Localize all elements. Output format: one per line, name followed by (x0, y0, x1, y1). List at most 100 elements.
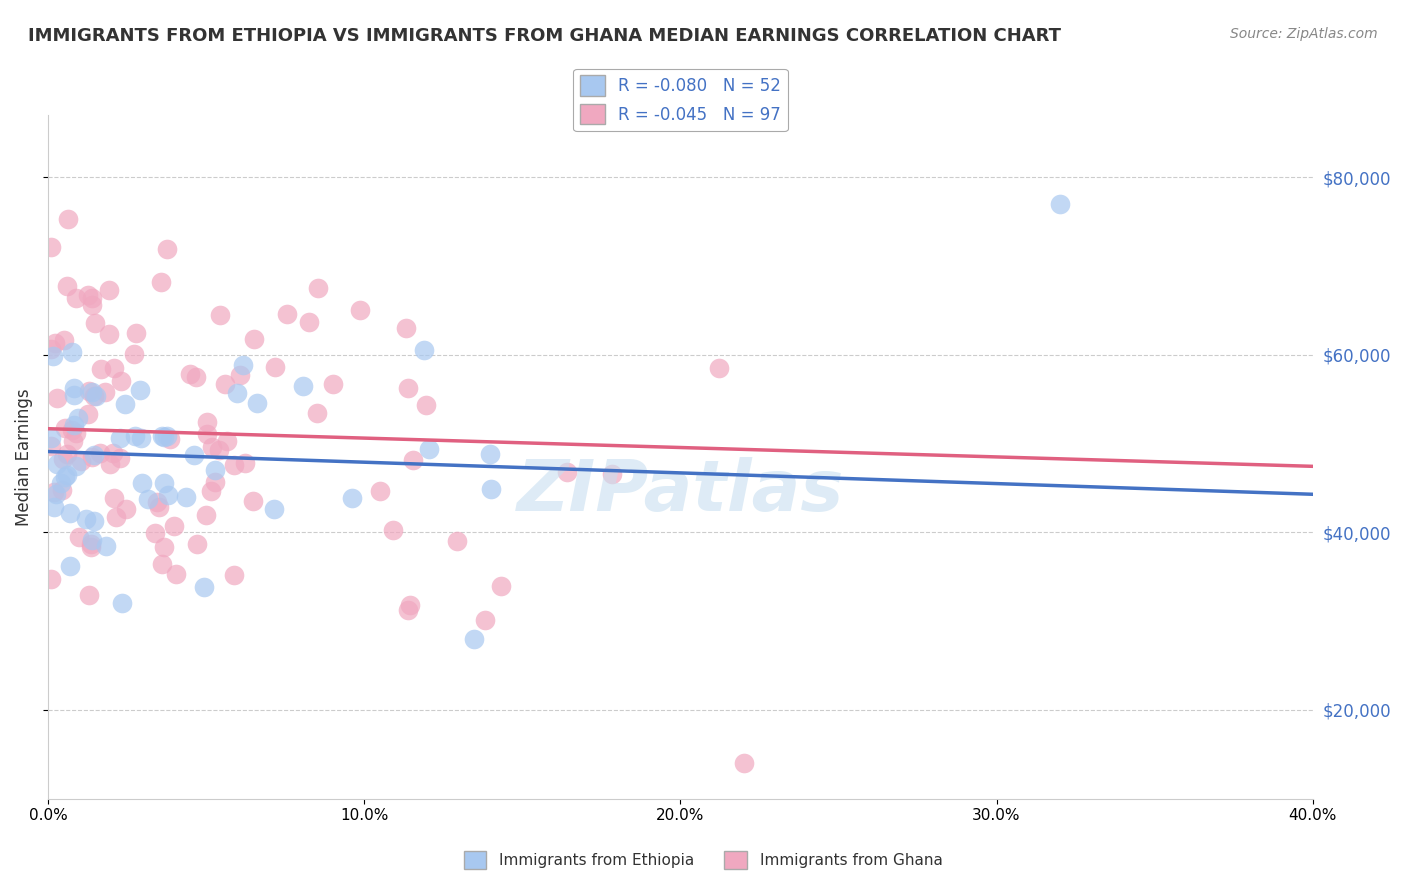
Immigrants from Ethiopia (63, 417, 86, 432)
Immigrants from Ethiopia (41, 431, 63, 445)
Immigrants from Ghana (209, 308, 232, 322)
Legend: Immigrants from Ethiopia, Immigrants from Ghana: Immigrants from Ethiopia, Immigrants fro… (457, 845, 949, 875)
Immigrants from Ethiopia (155, 428, 177, 442)
Immigrants from Ghana (67, 530, 90, 544)
Immigrants from Ethiopia (174, 490, 197, 504)
Immigrants from Ghana (125, 326, 148, 340)
Immigrants from Ethiopia (479, 482, 502, 496)
Immigrants from Ethiopia (80, 533, 103, 547)
Immigrants from Ghana (77, 384, 100, 399)
Immigrants from Ethiopia (232, 358, 254, 372)
Immigrants from Ethiopia (183, 448, 205, 462)
Immigrants from Ghana (242, 493, 264, 508)
Immigrants from Ghana (276, 307, 298, 321)
Immigrants from Ghana (80, 540, 103, 554)
Immigrants from Ghana (41, 342, 63, 356)
Immigrants from Ghana (103, 361, 125, 376)
Immigrants from Ghana (80, 291, 103, 305)
Immigrants from Ghana (399, 598, 422, 612)
Immigrants from Ghana (195, 415, 218, 429)
Immigrants from Ghana (114, 501, 136, 516)
Immigrants from Ghana (600, 467, 623, 481)
Immigrants from Ethiopia (56, 467, 79, 482)
Immigrants from Ghana (186, 536, 208, 550)
Immigrants from Ghana (156, 242, 179, 256)
Immigrants from Ethiopia (83, 448, 105, 462)
Immigrants from Ghana (382, 523, 405, 537)
Immigrants from Ghana (70, 454, 93, 468)
Immigrants from Ghana (98, 458, 121, 472)
Immigrants from Ghana (395, 321, 418, 335)
Immigrants from Ghana (195, 427, 218, 442)
Immigrants from Ghana (51, 483, 73, 497)
Immigrants from Ethiopia (413, 343, 436, 358)
Immigrants from Ghana (62, 434, 84, 448)
Immigrants from Ethiopia (418, 442, 440, 457)
Immigrants from Ghana (44, 336, 66, 351)
Immigrants from Ghana (41, 439, 63, 453)
Immigrants from Ghana (122, 347, 145, 361)
Legend: R = -0.080   N = 52, R = -0.045   N = 97: R = -0.080 N = 52, R = -0.045 N = 97 (574, 69, 787, 131)
Immigrants from Ghana (707, 360, 730, 375)
Immigrants from Ghana (222, 458, 245, 472)
Immigrants from Ghana (45, 392, 67, 406)
Immigrants from Ghana (97, 283, 120, 297)
Immigrants from Ghana (84, 316, 107, 330)
Immigrants from Ethiopia (478, 448, 501, 462)
Immigrants from Ghana (110, 374, 132, 388)
Immigrants from Ghana (65, 426, 87, 441)
Immigrants from Ghana (163, 519, 186, 533)
Immigrants from Ethiopia (75, 512, 97, 526)
Immigrants from Ethiopia (45, 457, 67, 471)
Immigrants from Ghana (150, 275, 173, 289)
Immigrants from Ghana (195, 508, 218, 522)
Immigrants from Ethiopia (263, 502, 285, 516)
Immigrants from Ethiopia (44, 500, 66, 515)
Immigrants from Ethiopia (51, 475, 73, 490)
Immigrants from Ethiopia (53, 470, 76, 484)
Immigrants from Ethiopia (150, 428, 173, 442)
Immigrants from Ethiopia (80, 385, 103, 400)
Immigrants from Ghana (98, 326, 121, 341)
Immigrants from Ghana (555, 466, 578, 480)
Immigrants from Ghana (368, 484, 391, 499)
Immigrants from Ghana (200, 484, 222, 499)
Immigrants from Ethiopia (94, 539, 117, 553)
Immigrants from Ghana (298, 315, 321, 329)
Immigrants from Ethiopia (45, 487, 67, 501)
Immigrants from Ghana (165, 567, 187, 582)
Immigrants from Ghana (80, 450, 103, 464)
Immigrants from Ghana (89, 446, 111, 460)
Immigrants from Ghana (52, 334, 75, 348)
Immigrants from Ghana (446, 533, 468, 548)
Immigrants from Ghana (322, 376, 344, 391)
Immigrants from Ghana (224, 568, 246, 582)
Immigrants from Ghana (474, 613, 496, 627)
Immigrants from Ethiopia (108, 431, 131, 445)
Immigrants from Ghana (53, 421, 76, 435)
Immigrants from Ethiopia (111, 596, 134, 610)
Immigrants from Ghana (55, 279, 77, 293)
Immigrants from Ethiopia (59, 559, 82, 574)
Immigrants from Ethiopia (60, 345, 83, 359)
Immigrants from Ghana (77, 588, 100, 602)
Immigrants from Ghana (184, 370, 207, 384)
Immigrants from Ghana (396, 602, 419, 616)
Immigrants from Ghana (204, 475, 226, 490)
Text: Source: ZipAtlas.com: Source: ZipAtlas.com (1230, 27, 1378, 41)
Immigrants from Ghana (349, 302, 371, 317)
Immigrants from Ghana (179, 367, 201, 381)
Immigrants from Ethiopia (1049, 197, 1071, 211)
Immigrants from Ghana (159, 432, 181, 446)
Immigrants from Ghana (214, 376, 236, 391)
Immigrants from Ethiopia (136, 491, 159, 506)
Immigrants from Ethiopia (124, 429, 146, 443)
Immigrants from Ethiopia (156, 488, 179, 502)
Immigrants from Ghana (153, 540, 176, 554)
Immigrants from Ghana (229, 368, 252, 382)
Immigrants from Ethiopia (83, 514, 105, 528)
Immigrants from Ghana (733, 756, 755, 771)
Immigrants from Ethiopia (129, 431, 152, 445)
Immigrants from Ghana (201, 440, 224, 454)
Immigrants from Ghana (41, 240, 63, 254)
